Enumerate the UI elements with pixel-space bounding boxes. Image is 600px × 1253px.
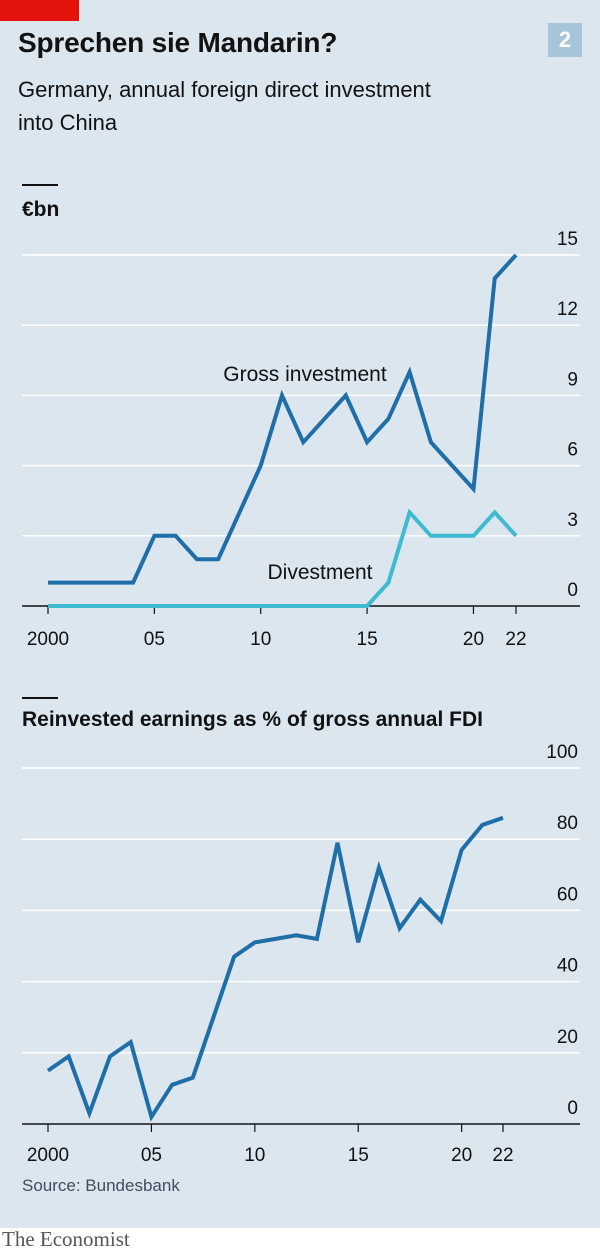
chart-title: Sprechen sie Mandarin? <box>18 27 338 58</box>
x-tick-label: 15 <box>357 629 378 650</box>
y-tick-label: 12 <box>557 299 578 320</box>
y-tick-label: 0 <box>567 1098 578 1119</box>
x-tick-label: 2000 <box>27 629 69 650</box>
x-tick-label: 10 <box>244 1145 265 1166</box>
source-note: Source: Bundesbank <box>22 1176 180 1195</box>
reinvested-earnings-line <box>46 815 504 1122</box>
x-tick-label: 15 <box>348 1145 369 1166</box>
y-tick-label: 20 <box>557 1027 578 1048</box>
x-tick-label: 22 <box>492 1145 513 1166</box>
publisher-logo: The Economist <box>2 1227 130 1251</box>
chart-number-badge: 2 <box>548 23 582 57</box>
reinvested-earnings-line-chart: 0 20 40 60 80 100 2000 05 10 15 20 22 <box>22 742 580 1166</box>
x-tick-label: 20 <box>451 1145 472 1166</box>
y-tick-label: 100 <box>546 742 578 763</box>
unit-label: €bn <box>22 198 60 221</box>
y-tick-label: 9 <box>567 369 578 390</box>
y-tick-label: 80 <box>557 813 578 834</box>
fdi-line-chart: 0 3 6 9 12 15 2000 05 10 15 20 22 Gross investment Di… <box>22 229 580 650</box>
y-tick-label: 6 <box>567 440 578 461</box>
x-tick-label: 20 <box>463 629 484 650</box>
divestment-line <box>48 508 518 608</box>
x-tick-label: 22 <box>505 629 526 650</box>
y-tick-label: 15 <box>557 229 578 250</box>
chart-subtitle: Germany, annual foreign direct investmen… <box>18 77 431 135</box>
x-tick-label: 10 <box>250 629 271 650</box>
second-chart-rule <box>22 697 58 699</box>
y-tick-label: 40 <box>557 956 578 977</box>
unit-label-rule <box>22 184 58 186</box>
series-label: Gross investment <box>223 363 387 386</box>
series-label: Divestment <box>267 561 372 584</box>
y-tick-label: 60 <box>557 884 578 905</box>
x-tick-label: 2000 <box>27 1145 69 1166</box>
gross-investment-line <box>48 253 518 585</box>
red-tag <box>0 0 79 21</box>
x-tick-label: 05 <box>141 1145 162 1166</box>
y-tick-label: 3 <box>567 510 578 531</box>
second-chart-title: Reinvested earnings as % of gross annual… <box>22 708 483 731</box>
x-tick-label: 05 <box>144 629 165 650</box>
y-tick-label: 0 <box>567 580 578 601</box>
